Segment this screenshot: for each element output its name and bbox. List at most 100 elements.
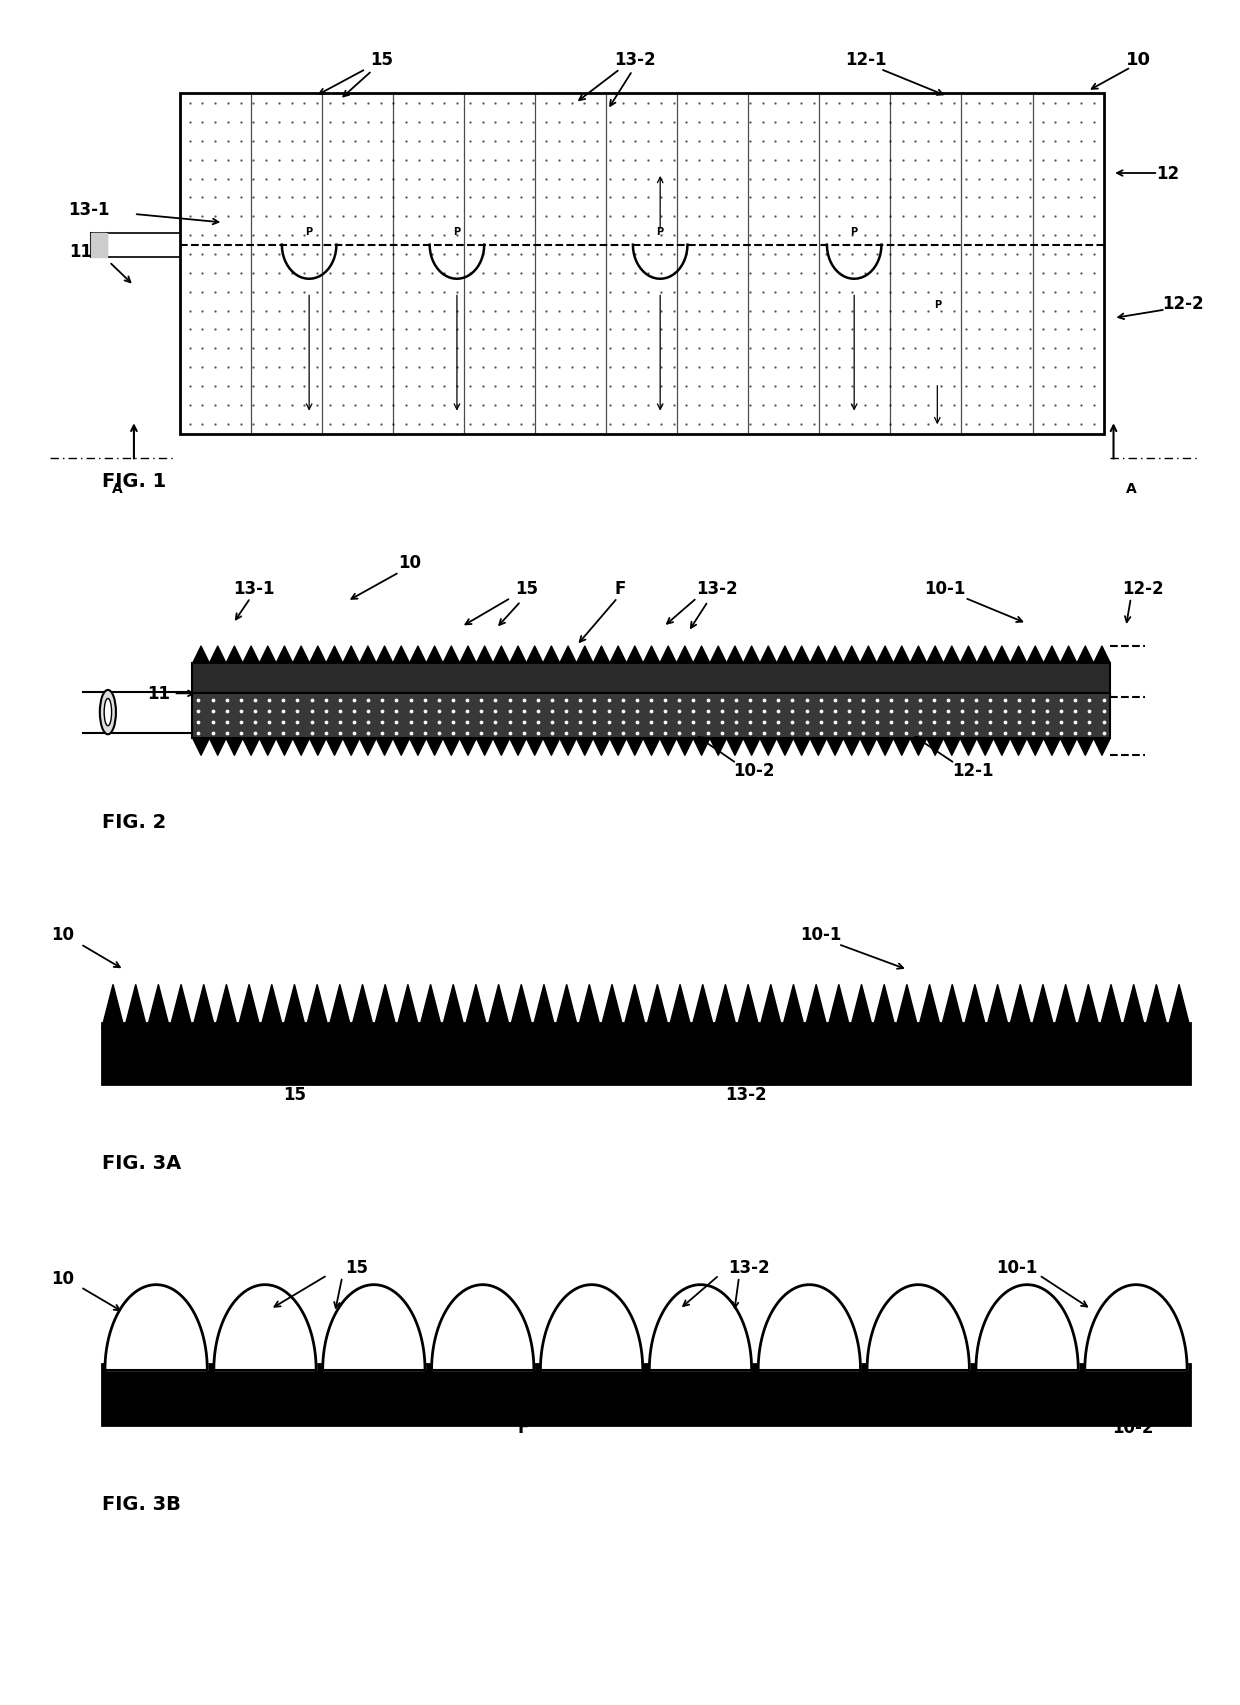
Point <box>625 184 645 211</box>
Point <box>1045 184 1065 211</box>
Point <box>460 240 480 268</box>
Point <box>982 261 1002 288</box>
Point <box>893 128 913 155</box>
Point <box>528 697 548 725</box>
Point <box>243 184 263 211</box>
Point <box>588 240 608 268</box>
Point <box>825 687 844 714</box>
Point <box>779 165 799 193</box>
Point <box>320 203 340 230</box>
Point <box>243 298 263 326</box>
Point <box>765 298 785 326</box>
Point <box>924 709 944 737</box>
Point <box>294 280 314 307</box>
Point <box>294 165 314 193</box>
Point <box>574 203 594 230</box>
Point <box>257 317 277 344</box>
Point <box>830 280 849 307</box>
Point <box>448 165 467 193</box>
Point <box>804 336 823 363</box>
Point <box>246 720 265 747</box>
Point <box>1007 280 1027 307</box>
Point <box>294 392 314 419</box>
Point <box>893 203 913 230</box>
Point <box>740 411 760 438</box>
Point <box>1033 411 1053 438</box>
Point <box>281 184 301 211</box>
Point <box>1058 392 1078 419</box>
Point <box>397 165 417 193</box>
Point <box>500 687 520 714</box>
Point <box>218 240 238 268</box>
Point <box>779 392 799 419</box>
Point <box>180 280 200 307</box>
Point <box>320 128 340 155</box>
Point <box>485 336 505 363</box>
Point <box>218 184 238 211</box>
Point <box>409 298 429 326</box>
Point <box>243 336 263 363</box>
Point <box>867 261 887 288</box>
Point <box>192 90 212 118</box>
Point <box>217 697 237 725</box>
Point <box>893 298 913 326</box>
Point <box>842 240 862 268</box>
Point <box>804 128 823 155</box>
Point <box>358 184 378 211</box>
Point <box>639 184 658 211</box>
Point <box>956 280 976 307</box>
Point <box>231 109 250 136</box>
Point <box>498 90 518 118</box>
Point <box>769 687 789 714</box>
Polygon shape <box>1168 985 1190 1030</box>
Point <box>588 336 608 363</box>
Polygon shape <box>805 985 827 1030</box>
Point <box>320 373 340 401</box>
Point <box>714 280 734 307</box>
Point <box>257 240 277 268</box>
Point <box>345 240 365 268</box>
Point <box>1058 355 1078 382</box>
Point <box>779 240 799 268</box>
Point <box>905 355 925 382</box>
Polygon shape <box>374 985 397 1030</box>
Point <box>905 90 925 118</box>
Point <box>269 203 289 230</box>
Point <box>471 687 491 714</box>
Point <box>931 128 951 155</box>
Point <box>651 336 671 363</box>
Point <box>689 184 709 211</box>
Point <box>588 90 608 118</box>
Point <box>1033 240 1053 268</box>
Point <box>562 317 582 344</box>
Point <box>689 280 709 307</box>
Text: 10-1: 10-1 <box>924 580 966 597</box>
Point <box>330 709 350 737</box>
Point <box>574 90 594 118</box>
Polygon shape <box>1100 985 1122 1030</box>
Point <box>570 720 590 747</box>
Point <box>498 261 518 288</box>
Point <box>574 261 594 288</box>
Point <box>206 336 226 363</box>
Point <box>791 147 811 174</box>
Point <box>273 709 293 737</box>
Point <box>401 697 420 725</box>
Point <box>670 697 689 725</box>
Point <box>714 128 734 155</box>
Point <box>956 109 976 136</box>
Point <box>728 317 748 344</box>
Point <box>982 147 1002 174</box>
Point <box>523 222 543 249</box>
Point <box>343 709 363 737</box>
Point <box>383 109 403 136</box>
Point <box>880 411 900 438</box>
Point <box>358 90 378 118</box>
Point <box>574 280 594 307</box>
Point <box>970 90 990 118</box>
Point <box>905 280 925 307</box>
Point <box>625 355 645 382</box>
Point <box>702 222 722 249</box>
Point <box>549 280 569 307</box>
Point <box>639 392 658 419</box>
